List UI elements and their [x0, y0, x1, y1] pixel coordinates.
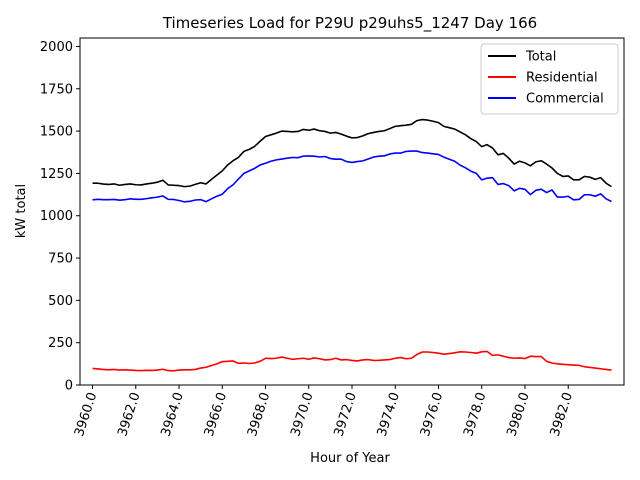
x-axis-label: Hour of Year: [310, 451, 390, 466]
legend-label-residential: Residential: [526, 71, 598, 86]
y-tick-label: 250: [48, 336, 73, 351]
legend-label-commercial: Commercial: [526, 92, 604, 107]
y-tick-label: 1750: [40, 82, 73, 97]
y-tick-label: 500: [48, 294, 73, 309]
series-line-total: [92, 118, 612, 188]
y-tick-label: 0: [65, 379, 73, 394]
y-tick-label: 1250: [40, 167, 73, 182]
plot-frame: [79, 37, 625, 386]
y-tick-label: 2000: [40, 40, 73, 55]
series-line-residential: [92, 350, 612, 372]
legend-box: [480, 43, 619, 115]
y-tick-label: 1500: [40, 125, 73, 140]
y-tick-label: 1000: [40, 209, 73, 224]
y-tick-label: 750: [48, 252, 73, 267]
series-layer: [92, 118, 612, 372]
chart-title: Timeseries Load for P29U p29uhs5_1247 Da…: [162, 14, 537, 33]
legend-label-total: Total: [525, 50, 556, 65]
y-axis-label: kW total: [14, 184, 29, 238]
legend: Total Residential Commercial: [480, 43, 619, 115]
y-axis: 0 250 500 750 1000 1250 1500 1750 2000: [40, 40, 80, 394]
series-line-commercial: [92, 150, 612, 203]
